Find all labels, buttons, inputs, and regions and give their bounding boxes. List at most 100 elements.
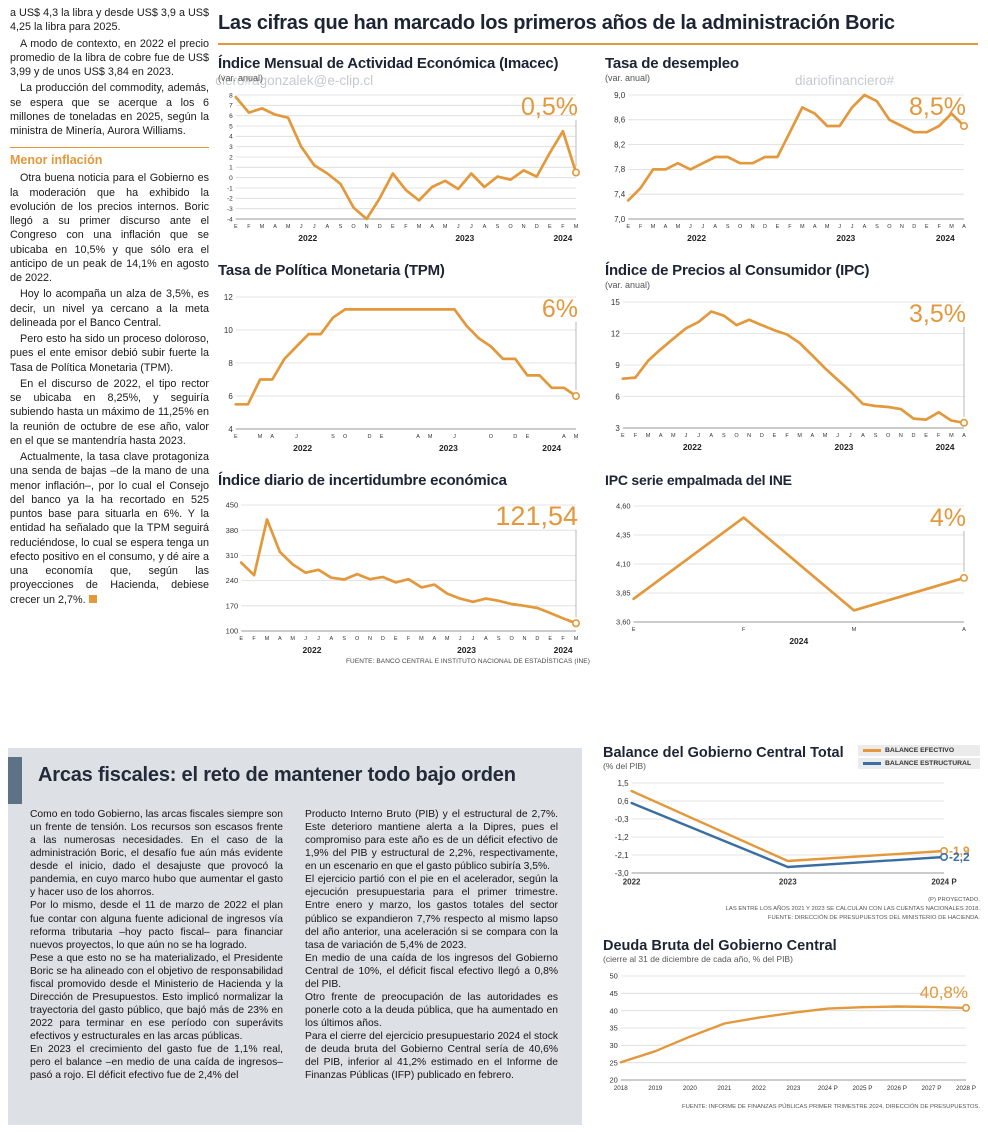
svg-text:2028 P: 2028 P bbox=[956, 1085, 976, 1092]
end-of-article-icon bbox=[88, 594, 97, 603]
section-subhead: Menor inflación bbox=[10, 147, 209, 167]
svg-text:6: 6 bbox=[229, 113, 233, 120]
svg-text:0: 0 bbox=[229, 175, 233, 182]
svg-text:J: J bbox=[689, 224, 692, 230]
svg-text:2022: 2022 bbox=[687, 233, 706, 243]
svg-text:E: E bbox=[380, 434, 384, 440]
svg-text:M: M bbox=[419, 636, 424, 642]
svg-text:M: M bbox=[852, 627, 857, 633]
chart-subtitle: (cierre al 31 de diciembre de cada año, … bbox=[603, 954, 793, 964]
svg-text:N: N bbox=[522, 224, 526, 230]
svg-text:E: E bbox=[391, 224, 395, 230]
svg-text:A: A bbox=[433, 636, 437, 642]
article-paragraph: Pero esto ha sido un proceso doloroso, p… bbox=[10, 333, 209, 374]
note-line: LAS ENTRE LOS AÑOS 2021 Y 2023 SE CALCUL… bbox=[725, 905, 980, 912]
svg-text:S: S bbox=[342, 636, 346, 642]
chart-subtitle: (var. anual) bbox=[605, 73, 651, 83]
source-note: FUENTE: INFORME DE FINANZAS PÚBLICAS PRI… bbox=[682, 1104, 980, 1110]
svg-text:A: A bbox=[861, 433, 865, 439]
svg-text:2022: 2022 bbox=[623, 878, 641, 887]
svg-text:35: 35 bbox=[609, 1024, 617, 1033]
svg-text:450: 450 bbox=[226, 501, 239, 510]
svg-text:O: O bbox=[489, 434, 494, 440]
svg-text:D: D bbox=[513, 434, 517, 440]
svg-text:-3,0: -3,0 bbox=[615, 869, 629, 878]
svg-text:40: 40 bbox=[609, 1006, 617, 1015]
svg-text:121,54: 121,54 bbox=[495, 501, 578, 531]
svg-text:J: J bbox=[453, 434, 456, 440]
article-paragraph: El ejercicio partió con el pie en el ace… bbox=[305, 874, 558, 951]
svg-text:S: S bbox=[875, 224, 879, 230]
svg-text:12: 12 bbox=[611, 329, 620, 338]
svg-text:J: J bbox=[459, 636, 462, 642]
svg-text:D: D bbox=[381, 636, 385, 642]
article-paragraph: a US$ 4,3 la libra y desde US$ 3,9 a US$… bbox=[10, 7, 209, 34]
svg-text:A: A bbox=[484, 636, 488, 642]
svg-text:7: 7 bbox=[229, 103, 233, 110]
svg-text:S: S bbox=[722, 433, 726, 439]
svg-text:A: A bbox=[430, 224, 434, 230]
svg-text:2024: 2024 bbox=[936, 442, 955, 452]
svg-text:12: 12 bbox=[224, 293, 233, 302]
svg-text:4,60: 4,60 bbox=[616, 502, 631, 511]
article-paragraph: Otra buena noticia para el Gobierno es l… bbox=[10, 172, 209, 284]
svg-text:J: J bbox=[836, 433, 839, 439]
svg-text:M: M bbox=[676, 224, 681, 230]
svg-text:J: J bbox=[851, 224, 854, 230]
svg-text:F: F bbox=[561, 224, 565, 230]
svg-text:2023: 2023 bbox=[455, 233, 474, 243]
svg-text:M: M bbox=[443, 224, 448, 230]
svg-text:240: 240 bbox=[226, 576, 239, 585]
svg-text:J: J bbox=[300, 224, 303, 230]
svg-text:D: D bbox=[911, 433, 915, 439]
svg-text:4,35: 4,35 bbox=[616, 531, 631, 540]
article-paragraph: En 2023 el crecimiento del gasto fue de … bbox=[30, 1044, 283, 1082]
svg-text:M: M bbox=[290, 636, 295, 642]
svg-text:E: E bbox=[394, 636, 398, 642]
svg-text:N: N bbox=[899, 433, 903, 439]
svg-text:6: 6 bbox=[228, 392, 233, 401]
chart-title: Índice Mensual de Actividad Económica (I… bbox=[218, 55, 559, 72]
article-paragraph: La producción del commodity, además, se … bbox=[10, 82, 209, 137]
svg-text:F: F bbox=[785, 433, 789, 439]
chart-subtitle: (var. anual) bbox=[605, 280, 651, 290]
svg-text:2023: 2023 bbox=[786, 1085, 801, 1092]
svg-text:1: 1 bbox=[229, 165, 233, 172]
svg-text:M: M bbox=[286, 224, 291, 230]
svg-text:-2,1: -2,1 bbox=[615, 851, 629, 860]
article-paragraph: En el discurso de 2022, el tipo rector s… bbox=[10, 377, 209, 447]
svg-text:S: S bbox=[726, 224, 730, 230]
legend-label: BALANCE ESTRUCTURAL bbox=[885, 760, 972, 767]
chart-card-ipc-ine: IPC serie empalmada del INE 4,60 4,35 4,10… bbox=[605, 472, 978, 646]
svg-text:3,60: 3,60 bbox=[616, 618, 631, 627]
svg-text:A: A bbox=[713, 224, 717, 230]
svg-text:6%: 6% bbox=[542, 295, 578, 323]
article-paragraph: Hoy lo acompaña un alza de 3,5%, es deci… bbox=[10, 288, 209, 329]
svg-text:2024: 2024 bbox=[542, 443, 561, 453]
svg-text:D: D bbox=[535, 224, 539, 230]
svg-text:A: A bbox=[483, 224, 487, 230]
svg-text:M: M bbox=[949, 433, 954, 439]
svg-text:6: 6 bbox=[615, 392, 620, 401]
svg-text:S: S bbox=[331, 434, 335, 440]
svg-text:M: M bbox=[260, 224, 265, 230]
svg-text:-2: -2 bbox=[227, 196, 233, 203]
svg-text:170: 170 bbox=[226, 601, 239, 610]
svg-text:2024: 2024 bbox=[789, 636, 808, 646]
svg-text:1,5: 1,5 bbox=[617, 779, 629, 788]
svg-text:45: 45 bbox=[609, 989, 617, 998]
svg-text:M: M bbox=[574, 636, 579, 642]
chart-card-desempleo: Tasa de desempleo (var. anual) 9,0 8,6 8,2… bbox=[605, 55, 978, 243]
svg-text:20: 20 bbox=[609, 1076, 617, 1085]
panel-title: Arcas fiscales: el reto de mantener todo… bbox=[38, 764, 516, 786]
svg-text:2018: 2018 bbox=[614, 1085, 629, 1092]
svg-text:J: J bbox=[457, 224, 460, 230]
svg-text:3,85: 3,85 bbox=[616, 589, 631, 598]
svg-text:-0,3: -0,3 bbox=[615, 815, 629, 824]
note-line: FUENTE: DIRECCIÓN DE PRESUPUESTOS DEL MI… bbox=[767, 914, 980, 921]
svg-text:3,5%: 3,5% bbox=[909, 300, 966, 328]
svg-text:E: E bbox=[776, 224, 780, 230]
svg-text:A: A bbox=[811, 433, 815, 439]
svg-text:2022: 2022 bbox=[752, 1085, 767, 1092]
